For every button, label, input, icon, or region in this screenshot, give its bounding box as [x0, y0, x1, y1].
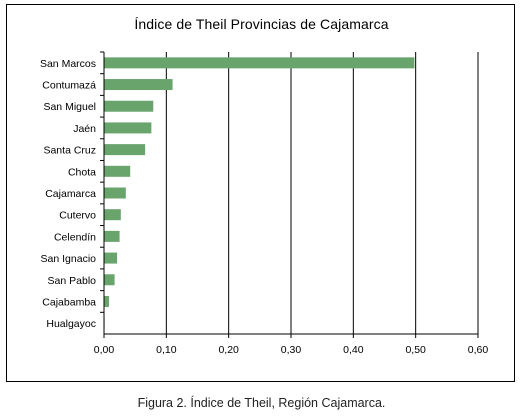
category-label: Cajamarca — [45, 188, 96, 200]
bar — [104, 57, 415, 69]
category-label: San Ignacio — [41, 253, 97, 265]
x-tick-label: 0,40 — [343, 344, 364, 356]
bar — [104, 252, 118, 264]
category-label: San Pablo — [48, 275, 97, 287]
x-tick-label: 0,00 — [94, 344, 115, 356]
bar — [104, 209, 121, 221]
category-label: Chota — [68, 166, 96, 178]
bar — [104, 230, 120, 242]
bar — [104, 295, 109, 307]
category-label: San Marcos — [40, 58, 96, 70]
x-tick-label: 0,10 — [156, 344, 177, 356]
category-label: Cajabamba — [42, 296, 96, 308]
bar — [104, 79, 173, 91]
bar — [104, 144, 146, 156]
chart-title: Índice de Theil Provincias de Cajamarca — [134, 16, 389, 32]
category-label: Celendín — [54, 231, 96, 243]
tick-labels: 0,00 0,10 0,20 0,30 0,40 0,50 0,60 — [94, 344, 489, 356]
category-label: Santa Cruz — [43, 145, 96, 157]
gridlines — [165, 52, 479, 334]
x-tick-label: 0,50 — [405, 344, 426, 356]
bar-chart: San Marcos Contumazá San Miguel Jaén Santa C… — [40, 51, 489, 356]
figure-caption: Figura 2. Índice de Theil, Región Cajama… — [137, 396, 386, 410]
category-label: Hualgayoc — [46, 318, 96, 330]
x-tick-label: 0,20 — [218, 344, 239, 356]
bar — [104, 187, 126, 199]
category-labels: San Marcos Contumazá San Miguel Jaén Santa C… — [40, 58, 96, 330]
bar — [104, 274, 115, 286]
category-label: San Miguel — [43, 101, 96, 113]
bar — [104, 165, 131, 177]
category-label: Jaén — [73, 123, 96, 135]
category-label: Contumazá — [42, 80, 96, 92]
bar — [104, 100, 154, 112]
x-tick-label: 0,30 — [281, 344, 302, 356]
bar — [104, 122, 152, 134]
category-label: Cutervo — [59, 210, 96, 222]
bars — [104, 57, 415, 329]
x-tick-label: 0,60 — [468, 344, 489, 356]
axes — [100, 51, 479, 338]
